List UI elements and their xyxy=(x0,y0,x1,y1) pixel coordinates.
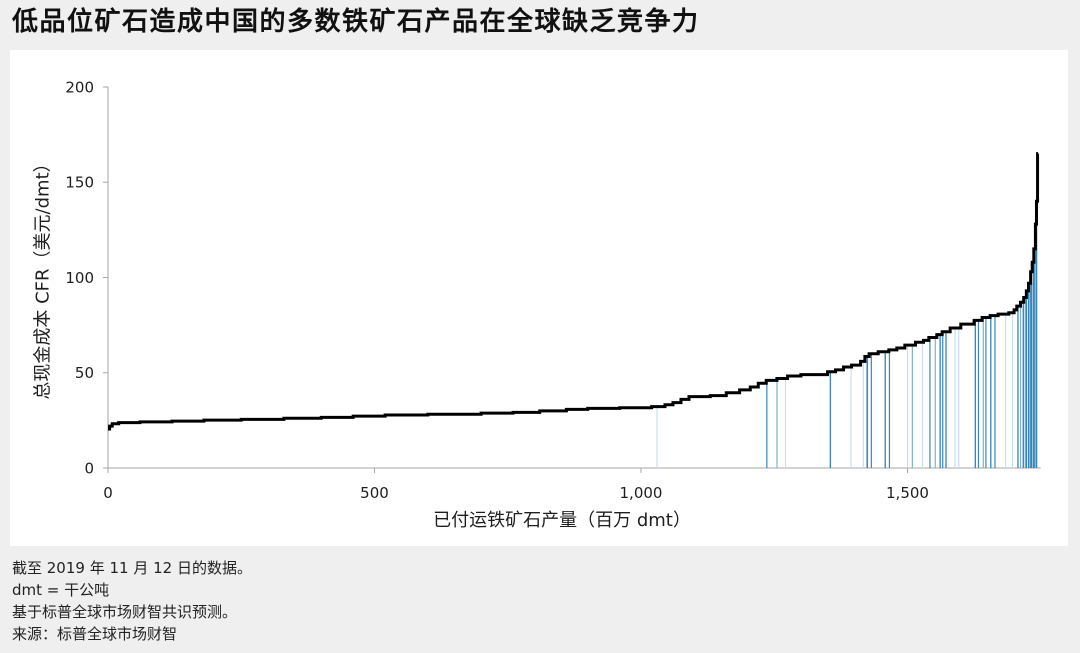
y-tick-label: 50 xyxy=(75,364,94,382)
highlight-bar xyxy=(766,380,768,468)
highlight-bar xyxy=(990,315,992,468)
highlight-bar xyxy=(1005,314,1007,468)
highlight-bar xyxy=(656,406,658,468)
footnotes: 截至 2019 年 11 月 12 日的数据。 dmt = 干公吨 基于标普全球… xyxy=(12,557,252,645)
cost-curve xyxy=(108,152,1040,431)
x-tick-label: 500 xyxy=(360,484,389,502)
cost-curve-line xyxy=(108,152,1040,431)
highlight-bar xyxy=(1011,312,1014,468)
highlight-bar xyxy=(921,342,924,468)
highlight-bar xyxy=(888,349,891,468)
highlight-bar xyxy=(945,331,947,468)
highlight-bar xyxy=(1022,302,1025,468)
chart-panel: 0 50 100 150 200 0 500 1,000 1,500 总现金成本 CFR（美元/… xyxy=(10,50,1068,546)
highlight-bar xyxy=(1035,224,1038,468)
highlight-bar xyxy=(934,337,936,468)
highlight-bar xyxy=(829,371,832,468)
highlight-bar xyxy=(784,378,787,468)
highlight-bar xyxy=(870,353,872,468)
x-axis-title: 已付运铁矿石产量（百万 dmt） xyxy=(433,510,691,531)
highlight-bar xyxy=(929,337,931,468)
highlight-bar xyxy=(1019,306,1022,468)
y-tick-label: 150 xyxy=(65,174,94,192)
x-tick-label: 1,500 xyxy=(886,484,929,502)
highlight-bar xyxy=(954,327,956,468)
highlight-bar xyxy=(906,345,909,468)
y-tick-label: 100 xyxy=(65,269,94,287)
highlight-bar xyxy=(776,380,778,468)
highlight-bar xyxy=(911,345,913,468)
highlight-bar xyxy=(939,334,941,468)
highlight-bar xyxy=(958,327,960,468)
y-tick-label: 200 xyxy=(65,78,94,96)
highlight-bar xyxy=(982,317,984,468)
highlight-bar xyxy=(850,367,852,468)
highlight-bar xyxy=(977,320,980,468)
footnote-basis: 基于标普全球市场财智共识预测。 xyxy=(12,603,238,621)
highlight-bar xyxy=(942,331,944,468)
ticks: 0 50 100 150 200 0 500 1,000 1,500 xyxy=(65,78,929,502)
highlight-bar xyxy=(884,351,886,468)
footnote-date: 截至 2019 年 11 月 12 日的数据。 xyxy=(12,559,252,577)
highlight-bar xyxy=(1030,283,1033,468)
highlight-bar xyxy=(985,317,987,468)
highlight-bar xyxy=(1017,306,1019,468)
highlight-bar xyxy=(866,356,869,468)
highlight-bar xyxy=(1032,262,1035,468)
axes xyxy=(107,87,1041,469)
highlight-bar xyxy=(1025,297,1028,468)
highlight-bar xyxy=(994,315,996,468)
highlight-bars xyxy=(656,224,1038,468)
cost-curve-chart: 0 50 100 150 200 0 500 1,000 1,500 总现金成本 CFR（美元/… xyxy=(32,78,1041,531)
x-tick-label: 1,000 xyxy=(620,484,663,502)
highlight-bar xyxy=(1027,290,1030,468)
chart-title: 低品位矿石造成中国的多数铁矿石产品在全球缺乏竞争力 xyxy=(12,7,700,37)
x-tick-label: 0 xyxy=(103,484,113,502)
highlight-bar xyxy=(862,361,864,468)
footnote-unit: dmt = 干公吨 xyxy=(12,581,110,599)
y-axis-title: 总现金成本 CFR（美元/dmt） xyxy=(32,154,53,399)
footnote-source: 来源：标普全球市场财智 xyxy=(12,625,178,643)
highlight-bar xyxy=(974,320,976,468)
y-tick-label: 0 xyxy=(84,459,94,477)
